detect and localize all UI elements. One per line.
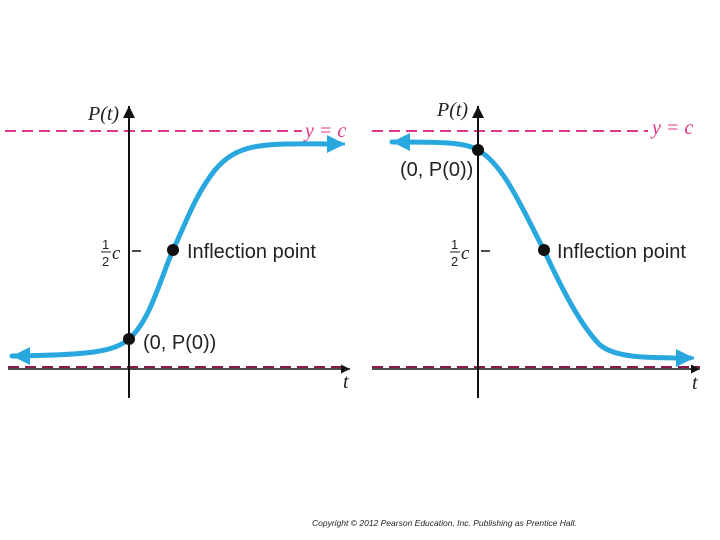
right-initial-label: (0, P(0)) xyxy=(400,159,473,181)
left-y-axis-label: P(t) xyxy=(87,103,119,125)
right-y-axis-label: P(t) xyxy=(436,99,468,121)
right-inflection-point xyxy=(538,244,550,256)
right-asymptote-label: y = c xyxy=(650,117,693,139)
svg-text:1: 1 xyxy=(102,237,109,252)
right-initial-point xyxy=(472,144,484,156)
svg-text:2: 2 xyxy=(102,254,109,269)
copyright-notice: Copyright © 2012 Pearson Education, Inc.… xyxy=(312,518,577,528)
left-initial-label: (0, P(0)) xyxy=(143,332,216,354)
right-half-c-label: 1 2 c xyxy=(450,237,470,269)
svg-text:2: 2 xyxy=(451,254,458,269)
left-inflection-point xyxy=(167,244,179,256)
left-x-axis-label: t xyxy=(343,371,349,393)
right-x-axis-label: t xyxy=(692,372,698,394)
svg-text:c: c xyxy=(112,243,121,264)
svg-text:c: c xyxy=(461,243,470,264)
left-graph: y = c t P(t) 1 2 c Inflection point (0, … xyxy=(5,103,350,398)
svg-text:1: 1 xyxy=(451,237,458,252)
left-initial-point xyxy=(123,333,135,345)
right-inflection-label: Inflection point xyxy=(557,241,686,263)
left-inflection-label: Inflection point xyxy=(187,241,316,263)
right-graph: y = c t P(t) 1 2 c (0, P(0)) Inflection … xyxy=(372,99,700,398)
left-asymptote-label: y = c xyxy=(303,120,346,142)
left-half-c-label: 1 2 c xyxy=(101,237,121,269)
